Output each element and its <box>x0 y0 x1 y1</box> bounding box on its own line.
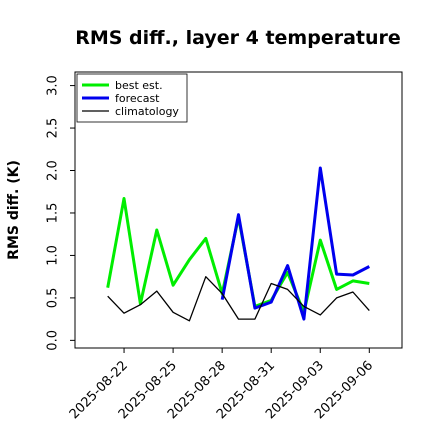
plot-frame <box>74 71 403 349</box>
chart-title: RMS diff., layer 4 temperature <box>75 27 401 49</box>
legend-label: climatology <box>115 105 179 118</box>
legend-label: best est. <box>115 79 163 92</box>
y-tick-label: 0.5 <box>46 288 61 309</box>
legend-label: forecast <box>115 92 160 105</box>
y-tick-label: 3.0 <box>46 75 61 96</box>
y-axis-label: RMS diff. (K) <box>6 160 22 260</box>
y-tick-label: 1.0 <box>46 245 61 266</box>
y-tick-label: 0.0 <box>46 330 61 351</box>
y-tick-label: 1.5 <box>46 203 61 224</box>
series-line <box>107 276 370 322</box>
y-tick-label: 2.0 <box>46 160 61 181</box>
y-tick-label: 2.5 <box>46 118 61 139</box>
series-line <box>220 166 370 321</box>
